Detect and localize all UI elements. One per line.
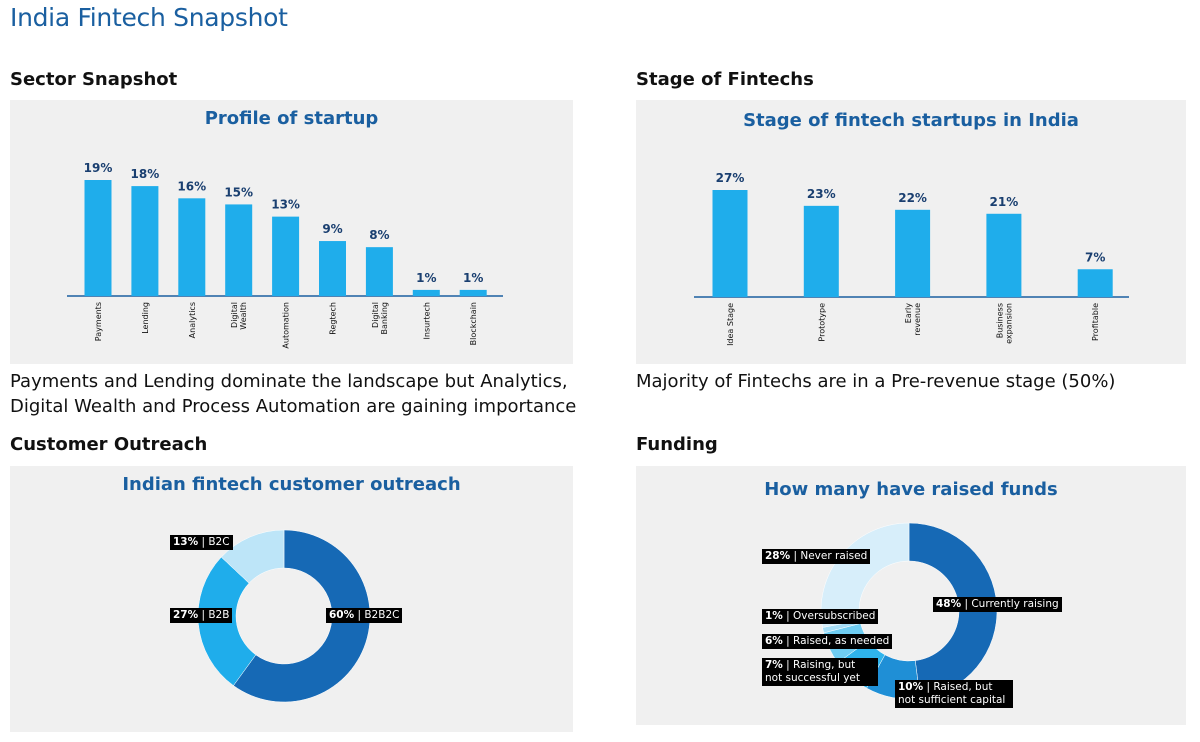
value-label-lending: 18% <box>131 167 160 181</box>
slice-b2b2c <box>233 529 371 703</box>
page-title: India Fintech Snapshot <box>10 3 288 32</box>
bar-prototype <box>803 205 839 297</box>
customer-outreach-heading: Customer Outreach <box>10 434 208 455</box>
value-label-regtech: 9% <box>322 222 342 236</box>
category-label-regtech: Regtech <box>329 302 338 335</box>
value-label-digital-wealth: 15% <box>224 185 253 199</box>
bar-regtech <box>319 241 346 296</box>
slice-label-b2c: 13% | B2C <box>170 535 233 550</box>
value-label-early-revenue: 22% <box>898 191 927 205</box>
category-label-business-expansion: Businessexpansion <box>995 303 1013 344</box>
bar-payments <box>84 180 112 296</box>
stage-of-startups-panel: Stage of fintech startups in India 27% Id… <box>636 100 1186 364</box>
sector-snapshot-heading: Sector Snapshot <box>10 69 178 90</box>
bar-profitable <box>1077 269 1113 297</box>
bar-analytics <box>178 198 206 296</box>
bar-digital-banking <box>365 247 393 296</box>
value-label-prototype: 23% <box>807 187 836 201</box>
category-label-idea-stage: Idea Stage <box>726 303 735 346</box>
value-label-payments: 19% <box>84 161 113 175</box>
slice-b2c <box>220 529 285 584</box>
customer-outreach-donut <box>197 529 371 703</box>
category-label-insurtech: Insurtech <box>422 302 431 339</box>
bar-automation <box>272 216 300 296</box>
stage-heading: Stage of Fintechs <box>636 69 814 90</box>
profile-of-startup-chart: 19% Payments 18% Lending 16% Analytics 15% Digi… <box>67 161 503 349</box>
stage-caption: Majority of Fintechs are in a Pre-revenu… <box>636 369 1115 394</box>
bar-business-expansion <box>986 213 1022 297</box>
slice-label-b2b: 27% | B2B <box>170 608 233 623</box>
value-label-analytics: 16% <box>177 179 206 193</box>
slice-label-currently-raising: 48% | Currently raising <box>933 597 1062 612</box>
bar-blockchain <box>459 289 487 296</box>
stage-of-startups-chart: 27% Idea Stage 23% Prototype 22% Earlyrevenue… <box>694 171 1129 346</box>
category-label-early-revenue: Earlyrevenue <box>904 303 922 336</box>
bar-digital-wealth <box>225 204 253 296</box>
slice-label-raised-but-not-sufficient-capital: 10% | Raised, but not sufficient capital <box>895 680 1013 708</box>
slice-label-oversubscribed: 1% | Oversubscribed <box>762 609 879 624</box>
sector-caption-line-2: Digital Wealth and Process Automation ar… <box>10 396 577 417</box>
value-label-blockchain: 1% <box>463 271 483 285</box>
slice-label-never-raised: 28% | Never raised <box>762 549 871 564</box>
funding-title: How many have raised funds <box>764 479 1058 500</box>
category-label-automation: Automation <box>282 302 291 349</box>
stage-of-startups-title: Stage of fintech startups in India <box>743 110 1079 131</box>
value-label-profitable: 7% <box>1085 250 1105 264</box>
category-label-prototype: Prototype <box>817 303 826 342</box>
bar-lending <box>131 186 159 296</box>
slice-label-raised-as-needed: 6% | Raised, as needed <box>762 634 893 649</box>
category-label-payments: Payments <box>94 302 103 341</box>
value-label-automation: 13% <box>271 198 300 212</box>
bar-insurtech <box>412 289 440 296</box>
sector-caption-line-1: Payments and Lending dominate the landsc… <box>10 371 568 392</box>
value-label-digital-banking: 8% <box>369 228 389 242</box>
category-label-blockchain: Blockchain <box>469 302 478 345</box>
value-label-business-expansion: 21% <box>990 195 1019 209</box>
category-label-lending: Lending <box>141 302 150 334</box>
slice-never-raised <box>820 522 910 628</box>
funding-panel: How many have raised funds 48% | Current… <box>636 466 1186 725</box>
customer-outreach-panel: Indian fintech customer outreach 60% | B… <box>10 466 573 732</box>
value-label-insurtech: 1% <box>416 271 436 285</box>
slice-label-raising-but-not-successful-yet: 7% | Raising, but not successful yet <box>762 658 878 686</box>
profile-of-startup-title: Profile of startup <box>204 108 379 129</box>
funding-heading: Funding <box>636 434 718 455</box>
category-label-profitable: Profitable <box>1091 303 1100 341</box>
value-label-idea-stage: 27% <box>716 171 745 185</box>
stage-caption-line-1: Majority of Fintechs are in a Pre-revenu… <box>636 371 1116 392</box>
category-label-analytics: Analytics <box>188 302 197 338</box>
category-label-digital-wealth: DigitalWealth <box>230 302 248 330</box>
slice-label-b2b2c: 60% | B2B2C <box>326 608 403 623</box>
profile-of-startup-panel: Profile of startup 19% Payments 18% Lending… <box>10 100 573 364</box>
category-label-digital-banking: DigitalBanking <box>371 302 389 334</box>
customer-outreach-title: Indian fintech customer outreach <box>122 474 461 495</box>
bar-idea-stage <box>712 190 748 297</box>
sector-caption: Payments and Lending dominate the landsc… <box>10 369 576 419</box>
bar-early-revenue <box>895 209 931 297</box>
